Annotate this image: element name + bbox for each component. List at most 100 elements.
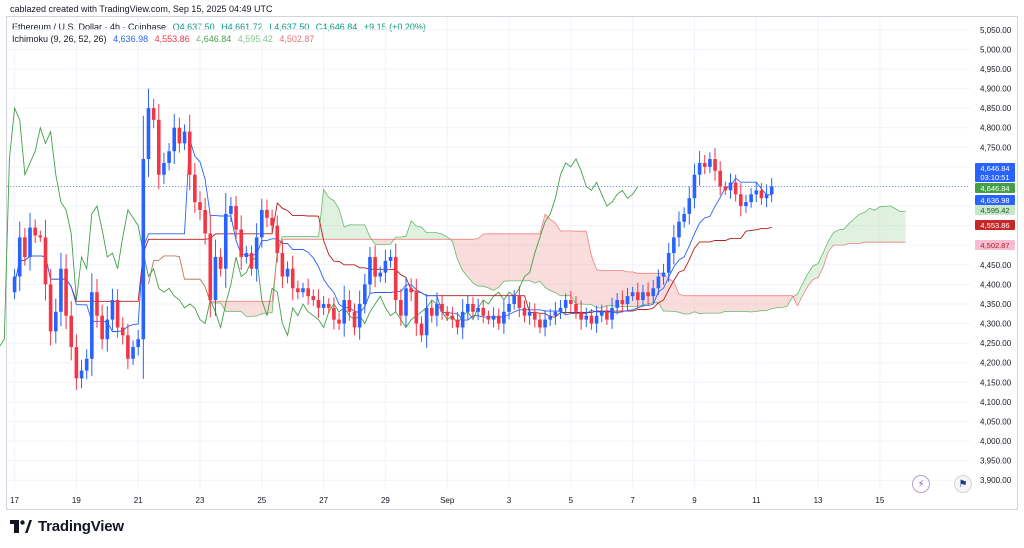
ind-span-b-value: 4,502.87 (279, 34, 315, 44)
candle-body (754, 190, 759, 195)
cloud-segment (642, 273, 649, 306)
cloud-segment (457, 239, 463, 271)
candle-body (306, 288, 310, 297)
cloud-segment (812, 263, 819, 280)
candle-body (28, 227, 32, 257)
candle-body (759, 190, 764, 199)
candle-body (33, 227, 37, 236)
candle-body (625, 296, 630, 304)
cloud-segment (297, 236, 304, 240)
indicator-legend[interactable]: Ichimoku (9, 26, 52, 26) 4,636.98 4,553.… (12, 34, 318, 44)
cloud-segment (848, 218, 855, 244)
cloud-segment (818, 252, 824, 278)
indicator-title[interactable]: Ichimoku (9, 26, 52, 26) (12, 34, 107, 44)
cloud-segment (833, 229, 839, 246)
cloud-segment (802, 273, 808, 296)
x-tick-label: 19 (72, 496, 81, 505)
cloud-segment (344, 224, 350, 240)
cloud-segment (524, 233, 530, 281)
ind-span-a-value: 4,595.42 (237, 34, 273, 44)
cloud-segment (483, 233, 489, 289)
cloud-segment (421, 227, 427, 240)
candle-body (404, 288, 408, 316)
candle-body (486, 315, 491, 320)
cloud-segment (467, 239, 473, 283)
candle-body (321, 303, 326, 308)
candle-body (769, 186, 774, 195)
last-price-tag-text: 4,646.84 (980, 164, 1009, 173)
cloud-segment (694, 295, 700, 314)
span-b-tag-text: 4,502.87 (980, 241, 1009, 250)
us-flag-icon[interactable]: ⚑ (954, 475, 972, 493)
cloud-segment (668, 278, 674, 312)
candle-body (337, 319, 341, 324)
candle-body (522, 307, 527, 316)
tradingview-logo[interactable]: TradingView (10, 518, 124, 535)
candle-body (661, 272, 666, 277)
cloud-segment (354, 224, 360, 240)
cloud-segment (684, 295, 690, 314)
cloud-segment (854, 214, 860, 244)
time-axis: 17 19 21 23 25 27 29 Sep 3 5 7 9 11 13 15 (10, 496, 885, 505)
cloud-segment (565, 230, 571, 296)
candle-body (352, 311, 357, 328)
leading-span-a (148, 188, 906, 317)
cloud-segment (612, 270, 618, 307)
candle-body (738, 194, 743, 207)
candle-body (764, 194, 769, 199)
cloud-segment (720, 295, 726, 314)
candle-body (527, 311, 532, 316)
cloud-segment (436, 232, 443, 240)
candle-body (579, 311, 583, 320)
candle-body (244, 253, 249, 257)
cloud-segment (534, 233, 540, 284)
candle-body (23, 237, 27, 257)
span-a-tag: 4,595.42 (975, 205, 1015, 215)
candle-body (90, 292, 94, 359)
candle-body (635, 292, 640, 301)
candle-body (538, 319, 542, 328)
candle-body (357, 303, 362, 328)
candle-body (326, 303, 331, 308)
candle-body (115, 300, 120, 328)
cloud-segment (349, 224, 355, 240)
candle-body (569, 300, 573, 304)
y-tick-label: 4,950.00 (980, 65, 1012, 74)
cloud-segment (380, 239, 386, 245)
cloud-segment (704, 295, 710, 314)
candle-body (512, 296, 516, 304)
candle-body (543, 319, 547, 328)
cloud-segment (313, 236, 319, 240)
candle-body (79, 370, 84, 379)
cloud-segment (431, 232, 437, 240)
candle-body (156, 119, 161, 175)
y-tick-label: 4,200.00 (980, 359, 1012, 368)
x-tick-label: 29 (381, 496, 390, 505)
y-tick-label: 4,100.00 (980, 398, 1012, 407)
cloud-segment (303, 236, 309, 240)
x-tick-label: Sep (440, 496, 455, 505)
cloud-segment (740, 295, 746, 312)
candle-body (347, 300, 352, 312)
candle-body (589, 315, 594, 324)
candle-body (702, 162, 707, 167)
symbol-legend[interactable]: Ethereum / U.S. Dollar · 4h · Coinbase O… (12, 22, 430, 32)
cloud-segment (895, 208, 901, 243)
conversion-tag-bg (975, 195, 1015, 205)
cloud-segment (498, 233, 504, 288)
lightning-icon[interactable]: ⚡ (912, 475, 930, 493)
cloud-segment (426, 232, 432, 240)
candle-body (218, 256, 223, 269)
cloud-segment (555, 222, 561, 296)
symbol-title[interactable]: Ethereum / U.S. Dollar · 4h · Coinbase (12, 22, 167, 32)
candle-body (182, 131, 187, 144)
close-tag-text: 4,646.84 (980, 184, 1009, 193)
candle-body (141, 159, 146, 340)
candle-body (146, 108, 151, 160)
x-tick-label: 11 (752, 496, 761, 505)
candle-body (110, 300, 115, 320)
candle-body (517, 296, 522, 308)
cloud-segment (493, 233, 499, 291)
